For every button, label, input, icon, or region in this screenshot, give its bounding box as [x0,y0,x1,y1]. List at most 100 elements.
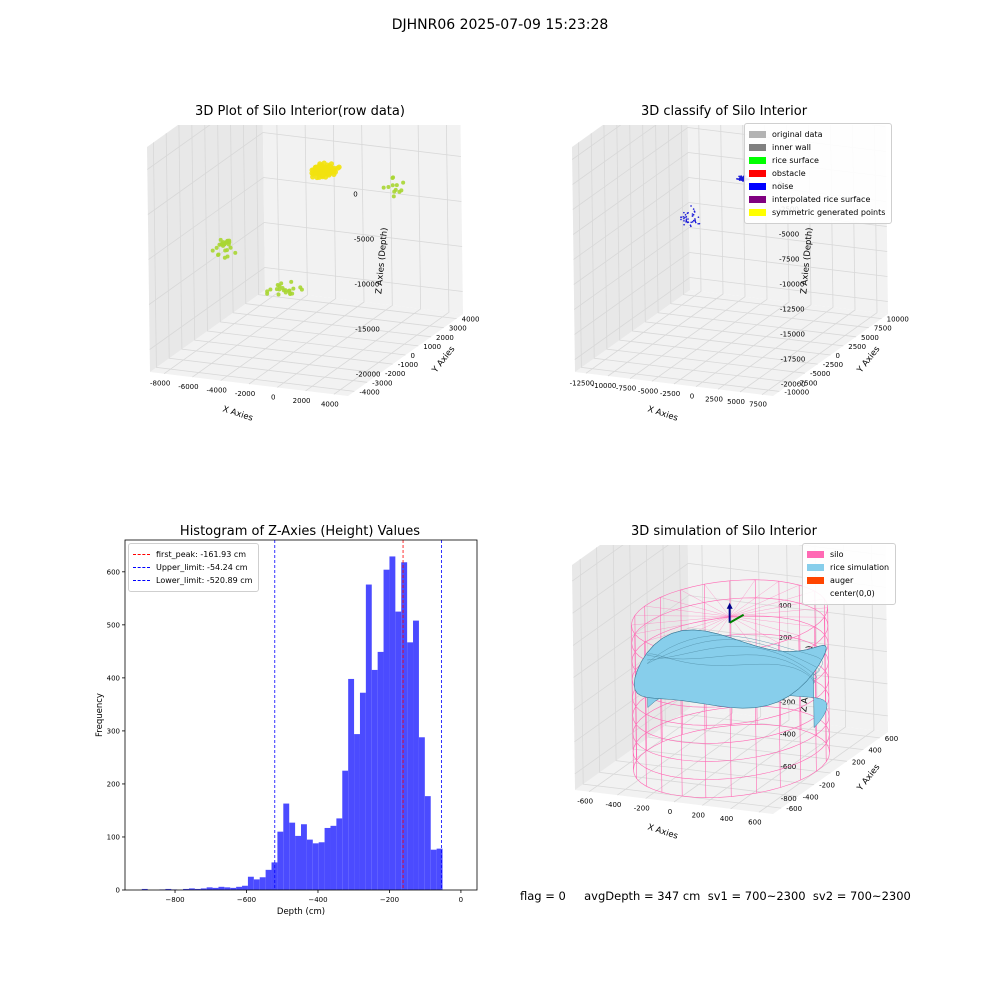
x-gridline [585,125,702,374]
histogram-bar [424,796,431,890]
data-point [275,282,280,287]
histogram-bar [218,886,225,890]
y-gridline [603,125,805,374]
x-tick-label: -10000 [592,382,617,390]
legend-entry: rice simulation [807,561,889,574]
z-gridline [149,267,463,350]
histogram-legend: first_peak: -161.93 cm Upper_limit: -54.2… [128,543,260,592]
x-tick-label: 600 [748,818,761,826]
x-gridline [248,125,365,385]
raw-3d-plot[interactable]: -8000 -6000 -4000 -2000 0 2000 4000-4000-3000-… [130,125,500,470]
data-point [222,242,227,247]
silo-vertical [827,607,830,753]
y-gridline [217,125,419,347]
x-tick-label: -6000 [178,383,198,391]
noise-point [694,220,697,223]
x-tick-label: 4000 [321,400,339,408]
histogram-bar [165,888,172,890]
data-point [265,289,270,294]
rice-mesh-line [647,639,820,676]
y-tick-label: 5000 [861,334,879,342]
noise-point [697,222,699,225]
x-axis-label: Depth (cm) [277,907,325,917]
silo-roof-spoke [660,597,730,617]
legend-entry: noise [749,180,885,193]
z-tick-label: -400 [780,731,796,739]
noise-point [692,219,695,222]
y-gridline [680,125,882,319]
legend-entry: rice surface [749,154,885,167]
data-point [381,185,386,190]
legend-swatch [807,590,824,597]
x-tick-label: −400 [308,896,327,904]
histogram-bar [413,620,419,890]
legend-label: noise [772,182,794,191]
y-tick-label: -4000 [359,388,379,396]
legend-swatch [749,209,766,216]
y-axis-label: Frequency [95,693,105,737]
y-gridline [629,125,831,356]
legend-entry: Upper_limit: -54.24 cm [133,561,252,574]
histogram-bar [224,887,231,890]
noise-point [680,216,682,218]
data-point [279,281,284,286]
histogram-bar [230,887,237,890]
data-point [227,238,232,243]
x-gridline [588,545,705,793]
histogram-bar [371,669,378,890]
legend-swatch [807,577,824,584]
plot-title-simulation: 3D simulation of Silo Interior [631,524,817,539]
z-gridline [573,227,888,310]
x-tick-label: −800 [165,896,184,904]
silo-roof-spoke [729,616,825,618]
y-tick-label: 3000 [449,325,467,333]
data-point [315,165,322,171]
silo-roof-spoke [729,616,799,636]
silo-vertical [824,598,827,744]
z-tick-label: -15000 [355,326,380,334]
y-tick-label: -10000 [784,388,809,396]
data-point [326,172,332,178]
x-tick-label: -7500 [616,385,636,393]
x-gridline [163,125,280,375]
histogram-bar [141,888,148,890]
noise-point [685,218,688,220]
noise-point [740,179,743,181]
x-axis-label: X Axies [646,404,679,423]
z-tick-label: -12500 [780,306,805,314]
x-tick-label: -400 [605,801,621,809]
z-gridline [147,132,461,215]
data-point [291,286,296,291]
y-tick-label: 600 [885,735,898,743]
data-point [223,248,228,253]
z-gridline [571,545,624,582]
legend-entry: inner wall [749,141,885,154]
simulation-3d-plot[interactable]: -600 -400 -200 0 200 400 600-600-400-200020040… [555,545,925,885]
x-tick-label: 5000 [727,398,745,406]
z-gridline [573,627,887,710]
y-tick-label: 200 [852,758,865,766]
y-tick-label: 2500 [848,343,866,351]
legend-entry: center(0,0) [807,587,889,600]
noise-point [687,218,689,220]
x-gridline [673,545,790,803]
histogram-bar [242,885,248,890]
silo-roof-spoke [729,579,756,617]
x-tick-label: -5000 [638,387,658,395]
legend-label: auger [830,576,854,585]
histogram-bar [253,879,260,890]
noise-point [680,218,682,221]
y-tick-label: 2000 [436,334,454,342]
legend-swatch [749,144,766,151]
y-gridline [629,545,831,774]
legend-label: silo [830,550,844,559]
x-gridline [629,125,746,380]
y-gridline [204,125,406,356]
z-tick-label: -15000 [780,331,805,339]
histogram-plot[interactable]: −800 −600 −400 −200 0 0 100 200 300 400 500 600 Dept… [80,538,490,918]
histogram-bar [212,887,219,890]
y-tick-label: 1000 [423,343,441,351]
x-tick-label: -2500 [660,390,680,398]
x-tick-label: -2000 [235,390,255,398]
legend-swatch [749,183,766,190]
